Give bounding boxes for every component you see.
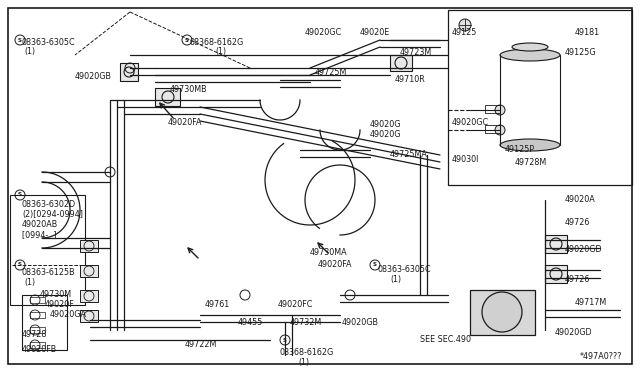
Text: 49020GB: 49020GB (75, 72, 112, 81)
Bar (470, 290, 535, 335)
Text: *497A0???: *497A0??? (580, 352, 623, 361)
Text: S: S (18, 192, 22, 198)
Text: 49020FA: 49020FA (168, 118, 202, 127)
Text: 49020F: 49020F (45, 300, 75, 309)
Text: 08368-6162G: 08368-6162G (280, 348, 334, 357)
Text: 49020AB: 49020AB (22, 220, 58, 229)
Circle shape (495, 105, 505, 115)
Text: S: S (185, 38, 189, 42)
Text: (1): (1) (298, 358, 309, 367)
Text: 49722M: 49722M (185, 340, 218, 349)
Text: S: S (373, 263, 377, 267)
Text: [0994-  ]: [0994- ] (22, 230, 56, 239)
Text: 49020GC: 49020GC (305, 28, 342, 37)
Text: 49761: 49761 (205, 300, 230, 309)
Text: 49726: 49726 (565, 218, 590, 227)
Text: 08363-6302D: 08363-6302D (22, 200, 76, 209)
Text: S: S (283, 337, 287, 343)
Text: 49020G: 49020G (370, 120, 401, 129)
Text: 49020GD: 49020GD (555, 328, 593, 337)
Text: 49730M: 49730M (40, 290, 72, 299)
Bar (485, 105, 500, 113)
Text: 49730MA: 49730MA (310, 248, 348, 257)
Text: 49020G: 49020G (370, 130, 401, 139)
Text: 49020GB: 49020GB (342, 318, 379, 327)
Bar (485, 125, 500, 133)
Circle shape (124, 67, 134, 77)
Bar (30, 312, 45, 318)
Bar (390, 55, 412, 71)
Bar (80, 290, 98, 302)
Bar (155, 88, 180, 106)
Text: 49020GA: 49020GA (50, 310, 87, 319)
Bar (30, 327, 45, 333)
Circle shape (482, 292, 522, 332)
Text: (2)[0294-0994]: (2)[0294-0994] (22, 210, 83, 219)
Text: 49030I: 49030I (452, 155, 479, 164)
Text: 49020A: 49020A (565, 195, 596, 204)
Ellipse shape (500, 49, 560, 61)
Text: 49717M: 49717M (575, 298, 607, 307)
Text: 08363-6305C: 08363-6305C (378, 265, 431, 274)
Text: 49125G: 49125G (565, 48, 596, 57)
Text: (1): (1) (390, 275, 401, 284)
Text: 49125: 49125 (452, 28, 477, 37)
Bar (80, 240, 98, 252)
Circle shape (495, 125, 505, 135)
Text: (1): (1) (24, 47, 35, 56)
Circle shape (395, 57, 407, 69)
Text: SEE SEC.490: SEE SEC.490 (420, 335, 471, 344)
Bar (30, 342, 45, 348)
Text: S: S (18, 38, 22, 42)
Text: 49181: 49181 (575, 28, 600, 37)
Text: 49732M: 49732M (290, 318, 323, 327)
Text: 49020GC: 49020GC (452, 118, 489, 127)
Bar (80, 265, 98, 277)
Text: 08368-6162G: 08368-6162G (190, 38, 244, 47)
Text: 49728: 49728 (22, 330, 47, 339)
Circle shape (459, 19, 471, 31)
Text: 49125P: 49125P (505, 145, 535, 154)
Text: 49728M: 49728M (515, 158, 547, 167)
Circle shape (162, 91, 174, 103)
Text: (1): (1) (215, 47, 226, 56)
Text: 49730MB: 49730MB (170, 85, 207, 94)
Bar (545, 235, 567, 253)
Text: 08363-6125B: 08363-6125B (22, 268, 76, 277)
Text: 49020FC: 49020FC (278, 300, 314, 309)
Text: 49710R: 49710R (395, 75, 426, 84)
Bar (80, 310, 98, 322)
Text: 49020GD: 49020GD (565, 245, 603, 254)
Text: 49020FA: 49020FA (318, 260, 353, 269)
Bar (545, 265, 567, 283)
Text: 49020FB: 49020FB (22, 345, 57, 354)
Text: 49725M: 49725M (315, 68, 348, 77)
Text: 49726: 49726 (565, 275, 590, 284)
Ellipse shape (500, 139, 560, 151)
Bar (30, 297, 45, 303)
Ellipse shape (512, 43, 548, 51)
Bar (448, 10, 632, 185)
Circle shape (550, 268, 562, 280)
Text: (1): (1) (24, 278, 35, 287)
Text: 49723M: 49723M (400, 48, 432, 57)
Circle shape (550, 238, 562, 250)
Text: S: S (18, 263, 22, 267)
Text: 49725MA: 49725MA (390, 150, 428, 159)
Bar (10, 195, 85, 305)
Text: 49020E: 49020E (360, 28, 390, 37)
Bar (22, 295, 67, 350)
Bar (120, 63, 138, 81)
Text: 49455: 49455 (238, 318, 264, 327)
Text: 08363-6305C: 08363-6305C (22, 38, 76, 47)
